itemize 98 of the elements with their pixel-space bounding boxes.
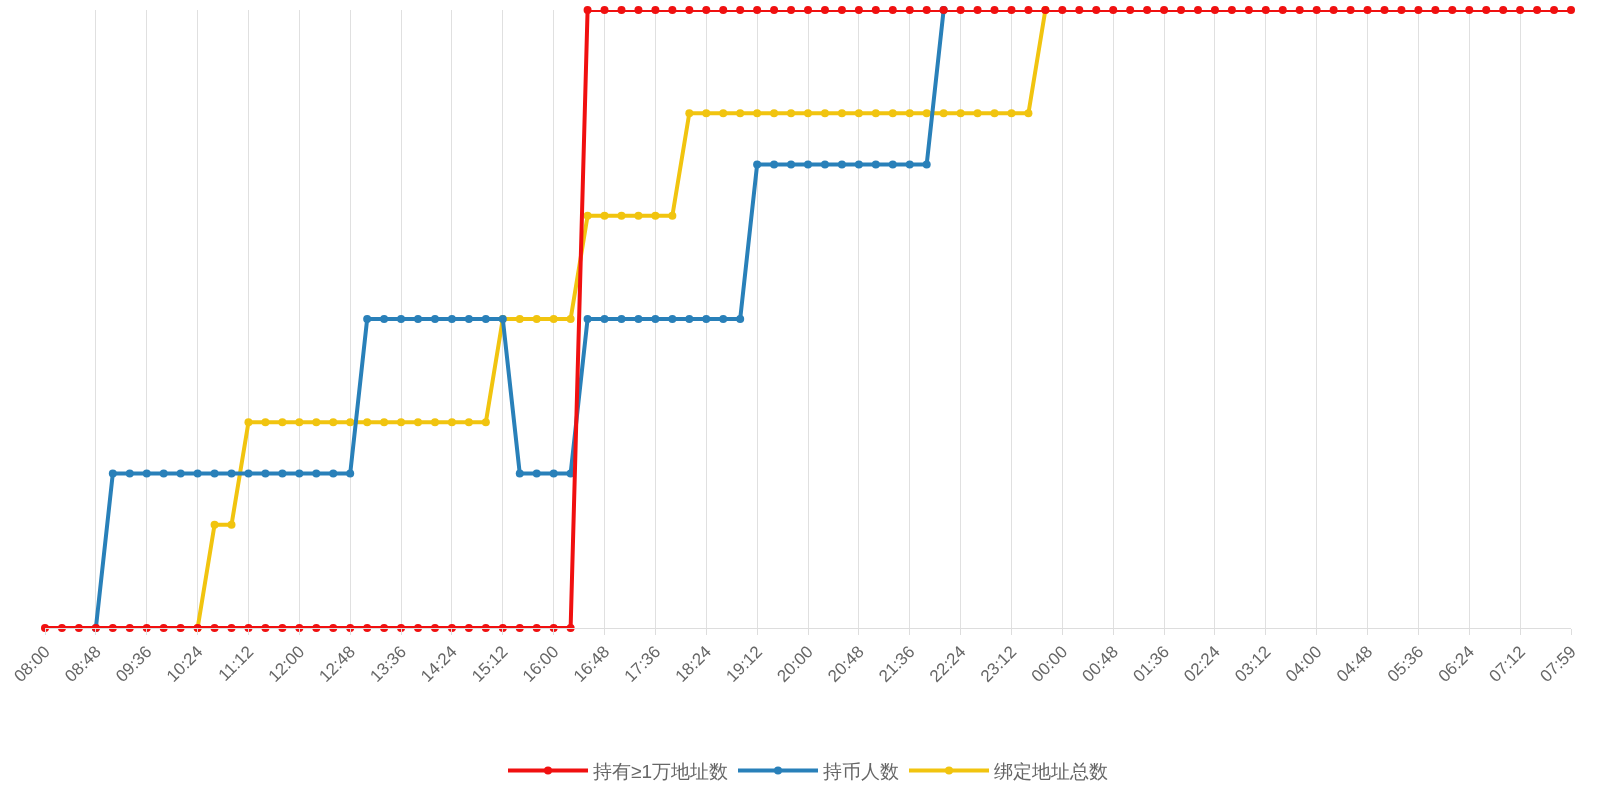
point bbox=[837, 160, 846, 169]
point bbox=[193, 469, 202, 478]
point bbox=[515, 315, 524, 323]
point bbox=[549, 469, 558, 478]
point bbox=[278, 418, 287, 427]
point bbox=[854, 109, 863, 118]
point bbox=[295, 418, 304, 427]
point bbox=[1024, 109, 1033, 118]
point bbox=[278, 469, 287, 478]
point bbox=[397, 418, 406, 427]
point bbox=[973, 109, 982, 118]
point bbox=[481, 315, 490, 323]
point bbox=[922, 160, 931, 169]
point bbox=[244, 418, 253, 427]
point bbox=[820, 109, 829, 118]
point bbox=[397, 315, 406, 323]
point bbox=[244, 469, 253, 478]
point bbox=[770, 160, 779, 169]
point bbox=[888, 109, 897, 118]
point bbox=[380, 418, 389, 427]
point bbox=[634, 315, 643, 323]
point bbox=[159, 469, 168, 478]
point bbox=[447, 315, 456, 323]
point bbox=[617, 315, 626, 323]
point bbox=[888, 160, 897, 169]
point bbox=[583, 211, 592, 220]
point bbox=[583, 315, 592, 323]
point bbox=[414, 315, 423, 323]
point bbox=[261, 469, 270, 478]
point bbox=[651, 315, 660, 323]
point bbox=[736, 315, 745, 323]
point bbox=[787, 109, 796, 118]
point bbox=[685, 109, 694, 118]
point bbox=[566, 315, 575, 323]
point bbox=[346, 418, 355, 427]
point bbox=[837, 109, 846, 118]
point bbox=[295, 469, 304, 478]
point bbox=[363, 418, 372, 427]
point bbox=[702, 109, 711, 118]
point bbox=[549, 315, 558, 323]
point bbox=[464, 315, 473, 323]
legend-label: 绑定地址总数 bbox=[994, 760, 1108, 782]
point bbox=[668, 315, 677, 323]
point bbox=[685, 315, 694, 323]
point bbox=[108, 469, 117, 478]
point bbox=[922, 109, 931, 118]
point bbox=[753, 160, 762, 169]
point bbox=[176, 469, 185, 478]
point bbox=[905, 160, 914, 169]
point bbox=[702, 315, 711, 323]
point bbox=[668, 211, 677, 220]
point bbox=[210, 520, 219, 529]
point bbox=[261, 418, 270, 427]
point bbox=[447, 418, 456, 427]
point bbox=[210, 469, 219, 478]
point bbox=[634, 211, 643, 220]
point bbox=[820, 160, 829, 169]
point bbox=[346, 469, 355, 478]
point bbox=[227, 469, 236, 478]
point bbox=[736, 109, 745, 118]
point bbox=[414, 418, 423, 427]
point bbox=[719, 315, 728, 323]
point bbox=[464, 418, 473, 427]
point bbox=[1007, 109, 1016, 118]
point bbox=[227, 520, 236, 529]
point bbox=[753, 109, 762, 118]
point bbox=[939, 109, 948, 118]
point bbox=[380, 315, 389, 323]
point bbox=[719, 109, 728, 118]
point bbox=[617, 211, 626, 220]
point bbox=[481, 418, 490, 427]
point bbox=[532, 315, 541, 323]
point bbox=[651, 211, 660, 220]
legend-label: 持币人数 bbox=[823, 760, 899, 782]
point bbox=[600, 211, 609, 220]
legend-label: 持有≥1万地址数 bbox=[593, 760, 728, 782]
point bbox=[125, 469, 134, 478]
point bbox=[990, 109, 999, 118]
point bbox=[770, 109, 779, 118]
point bbox=[515, 469, 524, 478]
point bbox=[430, 418, 439, 427]
point bbox=[329, 418, 338, 427]
point bbox=[905, 109, 914, 118]
point bbox=[142, 469, 151, 478]
point bbox=[363, 315, 372, 323]
point bbox=[956, 109, 965, 118]
point bbox=[312, 418, 321, 427]
point bbox=[854, 160, 863, 169]
point bbox=[871, 160, 880, 169]
point bbox=[871, 109, 880, 118]
point bbox=[804, 160, 812, 169]
point bbox=[600, 315, 609, 323]
point bbox=[329, 469, 338, 478]
point bbox=[787, 160, 796, 169]
point bbox=[312, 469, 321, 478]
point bbox=[804, 109, 812, 118]
point bbox=[430, 315, 439, 323]
point bbox=[532, 469, 541, 478]
